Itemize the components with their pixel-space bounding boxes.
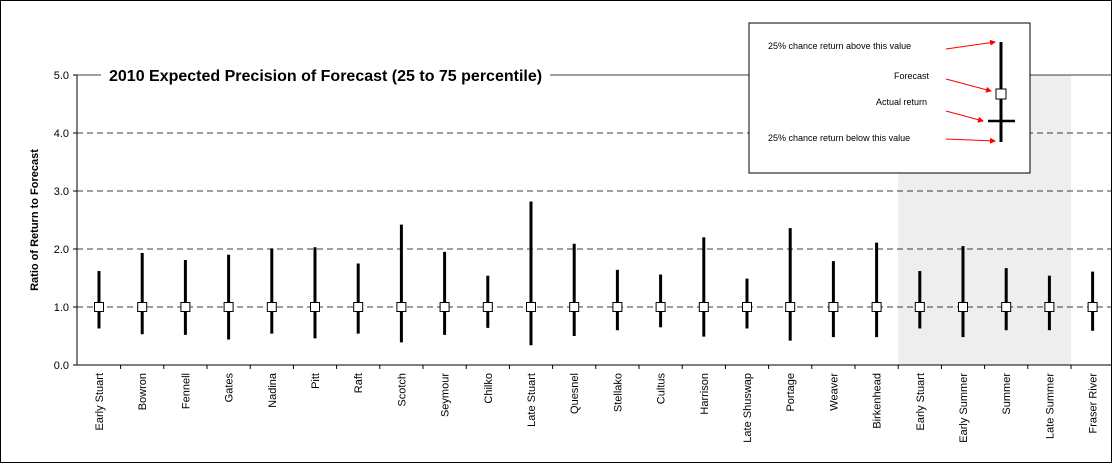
category-label: Bowron bbox=[137, 373, 149, 410]
forecast-marker bbox=[526, 302, 536, 312]
category-label: Stellako bbox=[612, 373, 624, 412]
category-label: Birkenhead bbox=[872, 373, 884, 429]
forecast-marker bbox=[396, 302, 407, 312]
category-label: Late Summer bbox=[1044, 373, 1056, 439]
category-label: Seymour bbox=[440, 373, 452, 417]
title-background bbox=[101, 65, 551, 85]
forecast-marker bbox=[137, 302, 148, 312]
forecast-marker bbox=[266, 302, 277, 312]
category-label: Early Stuart bbox=[94, 373, 106, 430]
category-label: Scotch bbox=[396, 373, 408, 407]
legend-forecast-square bbox=[995, 88, 1007, 100]
category-label: Raft bbox=[353, 373, 365, 393]
legend-above-text: 25% chance return above this value bbox=[768, 41, 911, 51]
forecast-marker bbox=[569, 302, 580, 312]
y-tick-label: 5.0 bbox=[54, 70, 69, 82]
forecast-marker bbox=[94, 302, 104, 312]
y-tick-label: 3.0 bbox=[54, 186, 69, 198]
category-label: Cultus bbox=[656, 373, 668, 405]
legend-forecast-arrow bbox=[945, 78, 992, 93]
forecast-marker bbox=[871, 302, 882, 312]
forecast-marker bbox=[223, 302, 234, 312]
legend-above-arrow bbox=[945, 39, 996, 50]
category-label: Summer bbox=[1001, 373, 1013, 415]
forecast-marker bbox=[958, 302, 968, 312]
y-tick-label: 1.0 bbox=[54, 302, 69, 314]
y-axis-label: Ratio of Return to Forecast bbox=[29, 149, 41, 291]
y-tick-label: 4.0 bbox=[54, 128, 69, 140]
category-label: Chilko bbox=[483, 373, 495, 404]
legend-actual-arrow bbox=[945, 110, 984, 123]
category-label: Nadina bbox=[267, 372, 279, 408]
legend-actual-text: Actual return bbox=[876, 97, 927, 107]
forecast-marker bbox=[914, 302, 925, 312]
legend-forecast-text: Forecast bbox=[894, 71, 930, 81]
category-label: Weaver bbox=[828, 373, 840, 411]
legend-below-arrow bbox=[945, 137, 996, 144]
category-label: Late Stuart bbox=[526, 373, 538, 427]
forecast-marker bbox=[1087, 302, 1098, 312]
x-category-labels: Early Stuart Bowron Fennell Gates Nadina Pitt… bbox=[94, 365, 1100, 443]
forecast-marker bbox=[1001, 302, 1012, 312]
category-label: Gates bbox=[224, 373, 236, 403]
forecast-marker bbox=[439, 302, 450, 312]
category-label: Pitt bbox=[310, 373, 322, 389]
category-label: Portage bbox=[785, 373, 797, 412]
forecast-marker bbox=[482, 302, 493, 312]
category-label: Early Stuart bbox=[915, 373, 927, 430]
forecast-marker bbox=[785, 302, 796, 312]
forecast-marker bbox=[612, 302, 623, 312]
range-marks bbox=[94, 201, 1098, 346]
y-tick-label: 0.0 bbox=[54, 360, 69, 372]
legend: 25% chance return above this value Forec… bbox=[748, 22, 1031, 174]
forecast-marker bbox=[180, 302, 191, 312]
forecast-marker bbox=[353, 302, 364, 312]
forecast-marker bbox=[310, 302, 320, 312]
chart-title: 2010 Expected Precision of Forecast (25 … bbox=[109, 68, 542, 85]
legend-below-text: 25% chance return below this value bbox=[768, 133, 910, 143]
axes bbox=[76, 75, 1111, 366]
forecast-marker bbox=[1044, 302, 1055, 312]
category-label: Fennell bbox=[180, 373, 192, 409]
category-label: Fraser River bbox=[1088, 373, 1100, 434]
category-label: Late Shuswap bbox=[742, 373, 754, 443]
legend-box bbox=[748, 22, 1031, 174]
forecast-marker bbox=[698, 302, 709, 312]
forecast-marker bbox=[742, 302, 752, 312]
category-label: Early Summer bbox=[958, 373, 970, 443]
y-tick-labels: 0.0 1.0 2.0 3.0 4.0 5.0 bbox=[54, 70, 77, 372]
forecast-marker bbox=[655, 302, 666, 312]
category-label: Quesnel bbox=[569, 373, 581, 414]
category-label: Harrison bbox=[699, 373, 711, 415]
y-tick-label: 2.0 bbox=[54, 244, 69, 256]
forecast-marker bbox=[828, 302, 839, 312]
